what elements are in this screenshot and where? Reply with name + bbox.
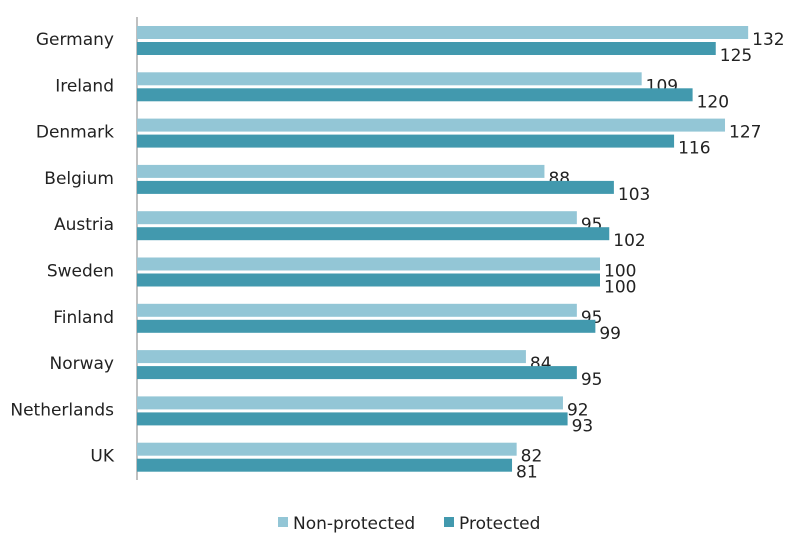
bar-protected [137,412,568,426]
category-label: Germany [36,30,114,50]
category-label: Netherlands [10,400,114,420]
legend: Non-protected Protected [278,514,540,534]
bar-non-protected [137,350,526,364]
bar-non-protected [137,164,545,178]
data-label: 93 [572,416,594,436]
data-label: 125 [720,46,752,66]
category-label: UK [90,447,114,467]
data-label: 120 [697,92,729,112]
category-label: Finland [53,308,114,328]
data-label: 99 [599,324,621,344]
bar-protected [137,319,596,333]
bar-protected [137,88,693,102]
bar-non-protected [137,396,563,410]
category-label: Sweden [47,262,114,282]
bar-non-protected [137,442,517,456]
bar-protected [137,273,600,287]
category-label: Denmark [36,123,114,143]
bar-protected [137,366,577,380]
bar-non-protected [137,211,577,225]
bar-non-protected [137,257,600,271]
data-label: 116 [678,139,710,159]
legend-swatch-non-protected [278,517,288,527]
category-label: Belgium [44,169,114,189]
legend-label-protected: Protected [459,514,540,534]
data-label: 82 [521,447,543,467]
bar-non-protected [137,72,642,86]
bar-non-protected [137,118,726,132]
data-label: 103 [618,185,650,205]
bar-protected [137,458,513,472]
data-label: 92 [567,400,589,420]
data-label: 100 [604,262,636,282]
legend-label-non-protected: Non-protected [293,514,415,534]
bar-non-protected [137,26,749,39]
bar-protected [137,227,610,241]
data-label: 102 [613,231,645,251]
category-label: Austria [54,215,114,235]
category-label: Ireland [55,76,114,96]
data-label: 127 [729,123,761,143]
bar-non-protected [137,303,577,317]
category-label: Norway [50,354,115,374]
bar-protected [137,134,675,148]
data-label: 81 [516,463,538,483]
data-label: 95 [581,370,603,390]
bar-protected [137,180,614,194]
legend-swatch-protected [444,517,454,527]
bar-protected [137,42,716,55]
data-label: 132 [752,30,784,50]
data-label: 100 [604,278,636,298]
